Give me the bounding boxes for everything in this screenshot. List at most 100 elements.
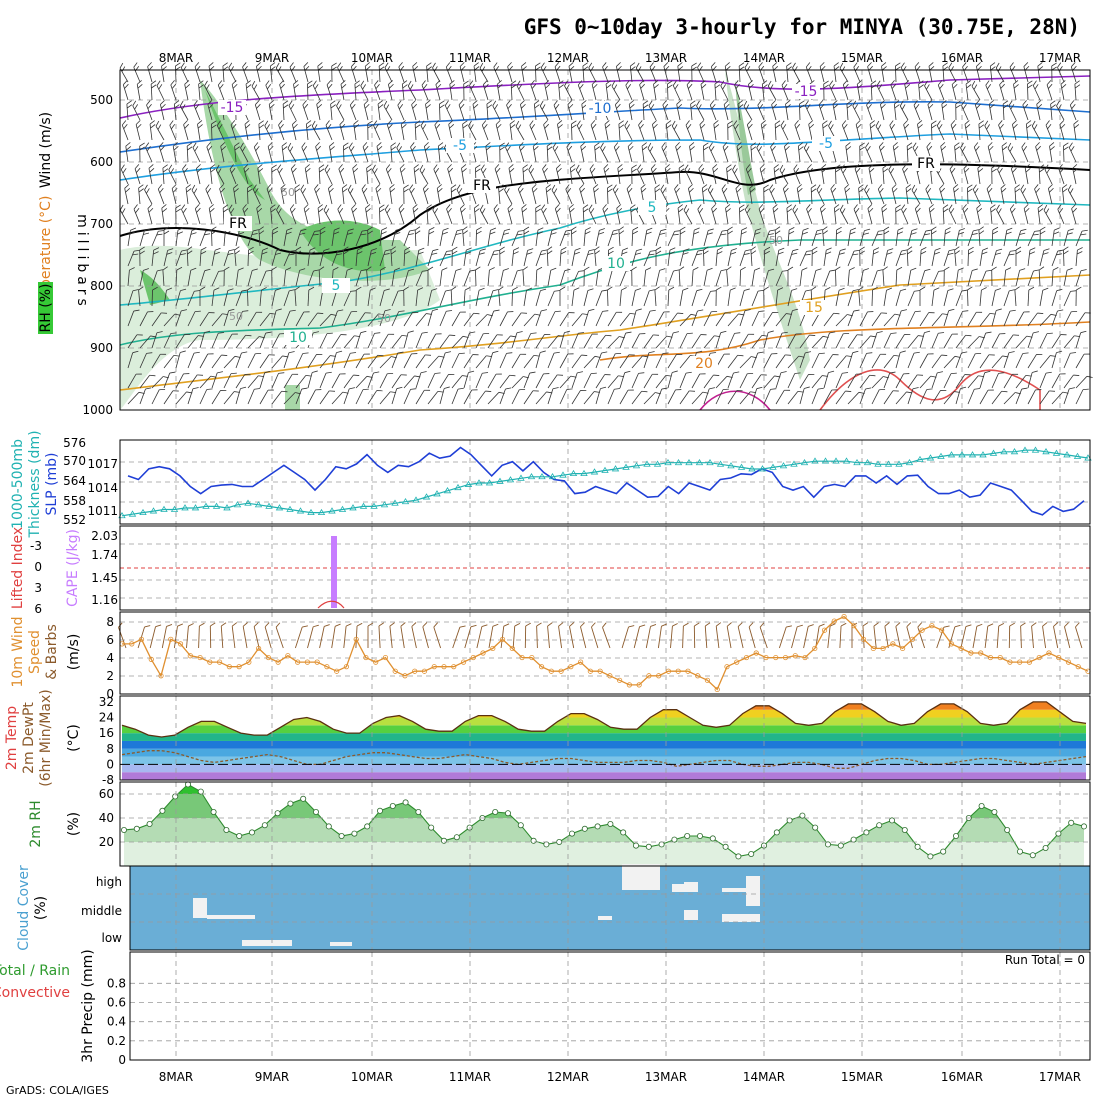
x-tick-label: 10MAR bbox=[351, 1070, 393, 1084]
upper-air-panel: -15 -15 -10 -5 -5 FR FR FR 5 5 10 10 15 20 50 50 50 50 50… bbox=[38, 62, 1093, 417]
upper-wind-barb bbox=[564, 80, 573, 101]
x-tick-label: 16MAR bbox=[941, 1070, 983, 1084]
upper-wind-barb bbox=[407, 80, 417, 101]
cape-series bbox=[317, 536, 345, 609]
upper-wind-barb bbox=[769, 184, 777, 205]
upper-wind-barb bbox=[594, 142, 600, 163]
upper-wind-barb bbox=[191, 184, 201, 205]
upper-wind-barb bbox=[856, 80, 863, 101]
upper-wind-barb bbox=[942, 62, 949, 83]
upper-wind-barb bbox=[675, 142, 681, 163]
rh-point bbox=[709, 835, 716, 842]
upper-wind-barb bbox=[172, 142, 179, 163]
temp-band bbox=[122, 733, 1086, 741]
upper-wind-barb bbox=[136, 80, 143, 101]
pressure-tick: 900 bbox=[90, 341, 113, 355]
upper-wind-barb bbox=[352, 164, 359, 185]
cape-tick: 1.74 bbox=[91, 548, 118, 562]
upper-wind-barb bbox=[743, 100, 753, 121]
upper-wind-barb bbox=[511, 269, 523, 287]
upper-wind-barb bbox=[784, 142, 790, 163]
upper-wind-barb bbox=[295, 268, 306, 287]
upper-wind-barb bbox=[259, 269, 272, 287]
upper-wind-barb bbox=[642, 100, 649, 121]
upper-wind-barb bbox=[835, 266, 841, 287]
slp-series bbox=[118, 446, 1092, 519]
upper-wind-barb bbox=[1073, 120, 1080, 141]
upper-wind-barb bbox=[119, 204, 129, 225]
upper-wind-barb bbox=[187, 290, 201, 307]
upper-wind-barb bbox=[880, 100, 886, 121]
upper-wind-barb bbox=[941, 100, 948, 121]
upper-wind-barb bbox=[425, 100, 431, 121]
upper-wind-barb bbox=[120, 164, 129, 185]
surface-wind-barb bbox=[737, 622, 744, 649]
upper-wind-barb bbox=[579, 184, 585, 205]
thickness-tick: 570 bbox=[63, 454, 86, 468]
rh-point bbox=[825, 841, 832, 848]
upper-wind-barb bbox=[653, 80, 659, 101]
surface-wind-barb bbox=[1075, 622, 1083, 649]
upper-wind-barb bbox=[276, 204, 285, 225]
upper-wind-barb bbox=[411, 100, 417, 121]
upper-wind-barb bbox=[583, 288, 594, 307]
surface-wind-barb bbox=[726, 622, 732, 649]
upper-wind-barb bbox=[523, 287, 533, 307]
upper-wind-barb bbox=[618, 226, 625, 247]
rh-point bbox=[504, 810, 511, 817]
upper-wind-barb bbox=[759, 164, 766, 185]
upper-wind-barb bbox=[1002, 100, 1009, 121]
upper-wind-barb bbox=[132, 100, 141, 121]
upper-wind-barb bbox=[568, 204, 575, 225]
run-total: Run Total = 0 bbox=[1005, 953, 1085, 967]
upper-wind-barb bbox=[506, 100, 513, 121]
upper-wind-barb bbox=[991, 226, 999, 247]
upper-wind-barb bbox=[899, 100, 909, 121]
upper-wind-barb bbox=[282, 100, 289, 121]
upper-wind-barb bbox=[360, 80, 369, 101]
upper-wind-barb bbox=[1014, 184, 1021, 205]
upper-wind-barb bbox=[234, 142, 240, 163]
upper-wind-barb bbox=[960, 142, 969, 163]
upper-wind-barb bbox=[279, 80, 285, 101]
upper-wind-barb bbox=[978, 226, 985, 247]
upper-wind-barb bbox=[479, 204, 489, 225]
temp-band bbox=[122, 748, 1086, 757]
upper-wind-barb bbox=[967, 246, 974, 267]
upper-wind-barb bbox=[810, 184, 817, 205]
upper-wind-barb bbox=[396, 142, 405, 163]
upper-wind-barb bbox=[139, 246, 145, 267]
upper-wind-barb bbox=[415, 270, 429, 287]
upper-wind-barb bbox=[240, 142, 249, 163]
upper-wind-barb bbox=[998, 120, 1005, 141]
upper-wind-barb bbox=[507, 204, 514, 225]
upper-wind-barb bbox=[575, 164, 585, 185]
isotherm-label: 10 bbox=[607, 256, 625, 272]
upper-wind-barb bbox=[939, 184, 945, 205]
upper-wind-barb bbox=[530, 80, 537, 101]
upper-wind-barb bbox=[379, 204, 385, 225]
upper-wind-barb bbox=[703, 142, 709, 163]
surface-wind-barb bbox=[839, 622, 847, 649]
upper-wind-barb bbox=[660, 184, 669, 205]
upper-wind-barb bbox=[215, 164, 225, 185]
upper-wind-barb bbox=[256, 204, 263, 225]
temp-band bbox=[122, 725, 1086, 734]
thickness-tick: 552 bbox=[63, 513, 86, 527]
upper-wind-barb bbox=[617, 164, 624, 185]
upper-wind-barb bbox=[626, 184, 633, 205]
pressure-tick: 700 bbox=[90, 217, 113, 231]
upper-wind-barb bbox=[127, 267, 135, 287]
upper-wind-barb bbox=[355, 286, 362, 307]
upper-wind-barb bbox=[721, 184, 729, 205]
upper-wind-barb bbox=[160, 100, 166, 121]
upper-wind-barb bbox=[590, 120, 597, 141]
upper-wind-barb bbox=[674, 184, 681, 205]
upper-wind-barb bbox=[1043, 204, 1053, 225]
upper-wind-barb bbox=[990, 204, 996, 225]
surface-wind-barb bbox=[242, 622, 248, 649]
surface-wind-barb bbox=[389, 622, 395, 649]
upper-wind-barb bbox=[422, 184, 429, 205]
upper-wind-barb bbox=[469, 80, 477, 101]
